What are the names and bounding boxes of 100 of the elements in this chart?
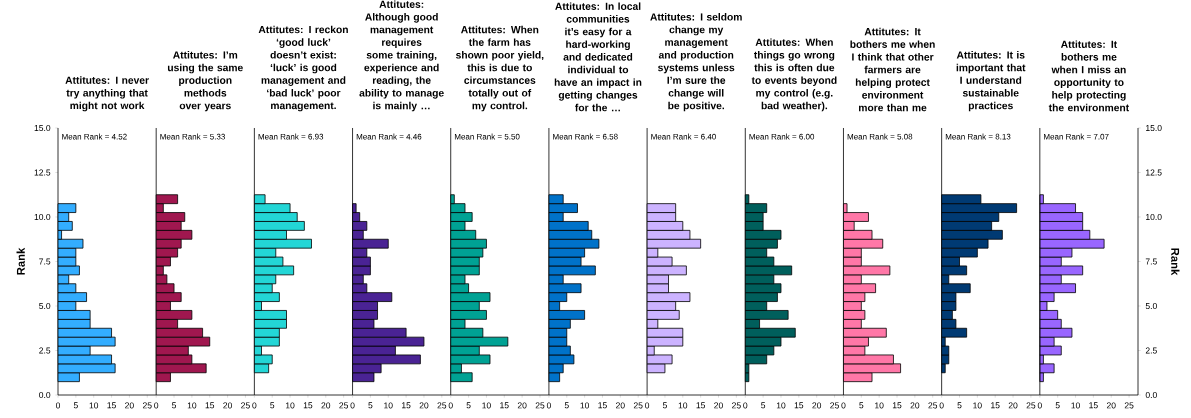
x-tick-label: 0 bbox=[645, 402, 650, 409]
x-tick-label: 5 bbox=[73, 402, 78, 409]
x-tick-label: 25 bbox=[535, 402, 545, 409]
x-tick-label: 5 bbox=[172, 402, 177, 409]
x-tick-label: 20 bbox=[125, 402, 134, 409]
x-tick-label: 0 bbox=[743, 402, 748, 409]
y2-tick-label: 5.0 bbox=[1145, 302, 1157, 310]
chart-title: Attitutes: When the farm has shown poor yield, this is due to circumstances totally out of my control. bbox=[455, 25, 544, 112]
x-tick-label: 15 bbox=[500, 402, 509, 409]
x-tick-label: 0 bbox=[841, 402, 846, 409]
chart-title: Attitutes: I reckon ‘good luck’ doesn’t exist: ‘luck’ is good management and ‘bad luck’ poor management. bbox=[258, 25, 348, 112]
chart-title: Attitutes: In local communities it’s easy for a hard-working and dedicated individual to have an impact in getting changes for the … bbox=[554, 2, 642, 112]
y-tick-label: 12.5 bbox=[34, 169, 51, 176]
chart-title: Attitutes: I’m using the same production methods over years bbox=[167, 51, 243, 112]
y2-tick-label: 7.5 bbox=[1145, 258, 1157, 265]
chart-title: Attitutes: It bothers me when I miss an opportunity to help protecting the environment bbox=[1048, 40, 1130, 112]
x-tick-label: 25 bbox=[830, 402, 839, 409]
annotation: Mean Rank = 5.08 bbox=[847, 133, 913, 140]
chart-title: Attitutes: I seldom change my management and production systems unless I’m sure the change will be positive. bbox=[650, 13, 742, 112]
annotation: Mean Rank = 4.52 bbox=[62, 133, 127, 140]
x-tick-label: 0 bbox=[939, 402, 944, 409]
x-tick-label: 10 bbox=[875, 402, 884, 409]
x-tick-label: 20 bbox=[321, 402, 331, 409]
x-tick-label: 5 bbox=[564, 402, 569, 409]
x-tick-label: 0 bbox=[448, 402, 453, 409]
x-tick-label: 15 bbox=[107, 402, 116, 409]
x-tick-label: 25 bbox=[633, 402, 643, 409]
x-tick-label: 5 bbox=[1055, 402, 1060, 409]
x-tick-label: 20 bbox=[419, 402, 429, 409]
x-tick-label: 20 bbox=[517, 402, 527, 409]
x-tick-label: 0 bbox=[154, 402, 159, 409]
x-tick-label: 10 bbox=[187, 402, 197, 409]
x-tick-label: 5 bbox=[466, 402, 471, 409]
x-tick-label: 20 bbox=[714, 402, 723, 409]
x-tick-label: 0 bbox=[252, 402, 257, 409]
annotation: Mean Rank = 6.00 bbox=[749, 133, 815, 140]
x-tick-label: 0 bbox=[350, 402, 355, 409]
chart-title: Attitutes: When things go wrong this is often due to events beyond my control (e.g. bad weather). bbox=[751, 38, 837, 112]
y-tick-label: 15.0 bbox=[34, 124, 51, 132]
annotation: Mean Rank = 5.33 bbox=[160, 133, 225, 140]
y2-tick-label: 2.5 bbox=[1145, 347, 1157, 354]
x-tick-label: 15 bbox=[402, 402, 411, 409]
y-tick-label: 5.0 bbox=[39, 302, 51, 310]
x-tick-label: 20 bbox=[1106, 402, 1116, 409]
x-tick-label: 5 bbox=[662, 402, 667, 409]
x-tick-label: 15 bbox=[205, 402, 215, 409]
x-tick-label: 5 bbox=[859, 402, 864, 409]
x-tick-label: 15 bbox=[991, 402, 1000, 409]
y2-axis-title: Rank bbox=[1171, 248, 1180, 276]
x-tick-label: 15 bbox=[303, 402, 313, 409]
x-tick-label: 5 bbox=[761, 402, 766, 409]
x-tick-label: 20 bbox=[616, 402, 625, 409]
annotation: Mean Rank = 5.50 bbox=[454, 133, 520, 140]
x-tick-label: 10 bbox=[580, 402, 590, 409]
x-tick-label: 10 bbox=[482, 402, 491, 409]
x-tick-label: 15 bbox=[598, 402, 607, 409]
x-tick-label: 10 bbox=[384, 402, 393, 409]
x-tick-label: 20 bbox=[223, 402, 232, 409]
x-tick-label: 5 bbox=[957, 402, 962, 409]
x-tick-label: 15 bbox=[892, 402, 902, 409]
x-tick-label: 20 bbox=[910, 402, 920, 409]
annotation: Mean Rank = 6.58 bbox=[553, 133, 618, 140]
chart-title: Attitutes: Although good management requires some training, experience and reading, the ability to manage is mainly … bbox=[359, 0, 444, 112]
annotation: Mean Rank = 4.46 bbox=[356, 133, 422, 140]
x-tick-label: 0 bbox=[546, 402, 551, 409]
y2-tick-label: 15.0 bbox=[1146, 124, 1162, 132]
x-tick-label: 25 bbox=[241, 402, 250, 409]
x-tick-label: 25 bbox=[1026, 402, 1036, 409]
y-tick-label: 0.0 bbox=[39, 391, 51, 399]
x-tick-label: 0 bbox=[1037, 402, 1042, 409]
y-tick-label: 2.5 bbox=[39, 347, 51, 354]
x-tick-label: 5 bbox=[368, 402, 373, 409]
x-tick-label: 10 bbox=[89, 402, 99, 409]
x-tick-label: 25 bbox=[1124, 402, 1134, 409]
chart-title: Attitutes: I never try anything that might not work bbox=[65, 76, 149, 112]
annotation: Mean Rank = 6.93 bbox=[258, 133, 324, 140]
x-tick-label: 25 bbox=[437, 402, 447, 409]
y-tick-label: 10.0 bbox=[34, 213, 51, 221]
x-tick-label: 25 bbox=[732, 402, 741, 409]
x-tick-label: 15 bbox=[1089, 402, 1098, 409]
y2-tick-label: 0.0 bbox=[1145, 391, 1157, 399]
chart-title: Attitutes: It is important that I understand sustainable practices bbox=[956, 51, 1026, 112]
x-tick-label: 10 bbox=[285, 402, 295, 409]
y2-tick-label: 10.0 bbox=[1146, 213, 1162, 221]
x-tick-label: 15 bbox=[794, 402, 804, 409]
x-tick-label: 25 bbox=[142, 402, 152, 409]
x-tick-label: 20 bbox=[1008, 402, 1018, 409]
x-tick-label: 20 bbox=[812, 402, 822, 409]
x-tick-label: 10 bbox=[1071, 402, 1080, 409]
chart-title: Attitutes: It bothers me when I think that other farmers are helping protect environment more than me bbox=[850, 27, 935, 112]
x-tick-label: 10 bbox=[776, 402, 786, 409]
y-axis-title: Rank bbox=[16, 247, 25, 275]
x-tick-label: 25 bbox=[928, 402, 938, 409]
x-tick-label: 10 bbox=[678, 402, 688, 409]
annotation: Mean Rank = 7.07 bbox=[1044, 133, 1109, 140]
x-tick-label: 0 bbox=[55, 402, 61, 409]
annotation: Mean Rank = 6.40 bbox=[651, 133, 716, 140]
x-tick-label: 5 bbox=[270, 402, 275, 409]
y-tick-label: 7.5 bbox=[39, 258, 51, 265]
annotation: Mean Rank = 8.13 bbox=[945, 133, 1011, 140]
